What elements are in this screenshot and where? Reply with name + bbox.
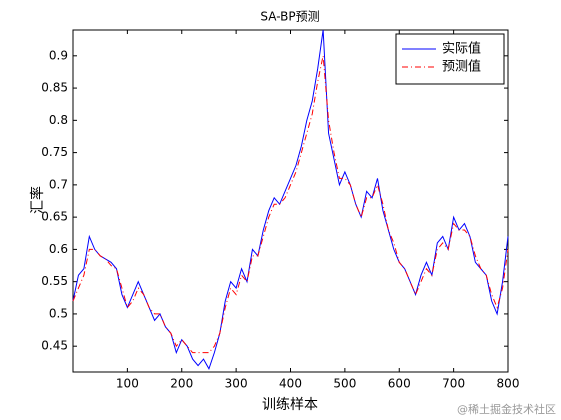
plot-area [72,29,509,373]
watermark: @稀土掘金技术社区 [457,402,556,416]
y-tick-label: 0.85 [41,81,68,95]
y-tick-label: 0.8 [49,113,68,127]
y-tick-label: 0.9 [49,48,68,62]
y-tick-label: 0.45 [41,339,68,353]
chart-title: SA-BP预测 [260,10,319,24]
y-tick-label: 0.6 [49,242,68,256]
x-tick-label: 400 [279,377,302,391]
y-axis-label: 汇率 [29,186,46,214]
x-tick-label: 100 [116,377,139,391]
x-tick-label: 200 [170,377,193,391]
legend-label: 预测值 [442,59,481,75]
x-axis-label: 训练样本 [262,397,318,413]
y-tick-label: 0.55 [41,274,68,288]
x-tick-label: 300 [225,377,248,391]
legend-box [395,33,505,85]
x-tick-label: 700 [442,377,465,391]
x-tick-label: 500 [333,377,356,391]
y-tick-label: 0.7 [49,177,68,191]
legend-label: 实际值 [442,41,481,57]
y-tick-label: 0.65 [41,210,68,224]
x-tick-label: 600 [388,377,411,391]
y-tick-label: 0.75 [41,145,68,159]
x-tick-label: 800 [497,377,520,391]
series-line [72,55,509,354]
y-tick-label: 0.5 [49,306,68,320]
